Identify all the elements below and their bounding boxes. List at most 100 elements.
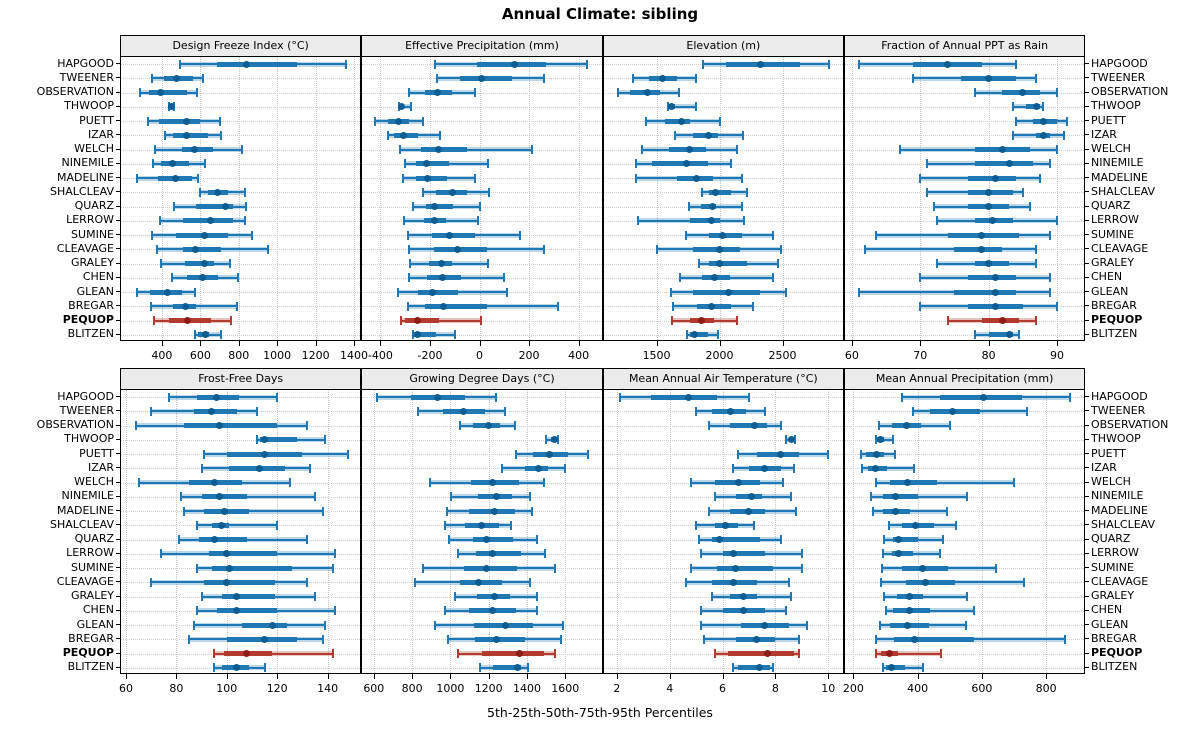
whisker-cap-left [678,273,681,283]
median-dot [157,89,165,97]
whisker-cap-left [870,492,872,502]
x-tick [853,674,855,679]
strip-label: Frost-Free Days [198,372,284,385]
median-dot [213,393,221,401]
row-tick-right [1085,624,1090,626]
row-tick-right [1085,652,1090,654]
whisker-cap-right [942,535,945,545]
v-gridline [853,390,855,673]
median-dot [489,550,497,558]
whisker-cap-right [229,259,232,269]
station-label-right-blitzen: BLITZEN [1091,660,1138,674]
whisker-cap-left [256,435,259,445]
median-dot [515,650,523,658]
whisker-cap-left [710,592,713,602]
median-dot [242,60,250,68]
whisker-cap-left [407,244,410,254]
whisker-cap-right [220,330,223,340]
station-label-left-observation: OBSERVATION [36,85,114,99]
median-dot [698,317,706,325]
whisker-cap-right [1049,230,1052,240]
median-dot [716,245,724,253]
percentile-caption: 5th-25th-50th-75th-95th Percentiles [487,705,713,720]
range-25-75-bar [432,232,475,238]
whisker-cap-left [434,620,437,630]
h-gridline [362,206,602,208]
station-label-right-cleavage: CLEAVAGE [1091,574,1149,588]
x-tick-label: 600 [363,682,385,695]
h-gridline [121,78,361,80]
whisker-cap-right [1066,116,1069,126]
station-label-right-graley: GRALEY [1091,589,1135,603]
whisker-cap-right [505,287,508,297]
whisker-cap-left [436,73,439,83]
station-label-left-welch: WELCH [74,475,114,489]
x-tick-label: 4 [666,682,674,695]
whisker-cap-right [528,577,531,587]
row-tick-right [1085,666,1090,668]
h-gridline [121,263,361,265]
x-tick [565,674,567,679]
whisker-cap-left [421,563,424,573]
whisker-cap-left [784,435,787,445]
row-tick-left [116,305,120,307]
station-label-left-ninemile: NINEMILE [61,489,114,503]
median-dot [510,60,518,68]
whisker-cap-right [202,73,205,83]
median-dot [978,231,986,239]
row-tick-left [116,333,120,335]
whisker-cap-right [792,463,795,473]
whisker-cap-right [1035,259,1038,269]
range-25-75-bar [201,494,247,500]
station-label-left-glean: GLEAN [76,284,114,298]
whisker-cap-left [700,549,703,559]
whisker-cap-left [973,88,976,98]
whisker-cap-right [236,273,239,283]
median-dot [460,407,468,415]
whisker-cap-left [1011,102,1014,112]
x-tick [917,674,919,679]
x-tick [722,674,724,679]
x-tick-label: 1000 [436,682,465,695]
range-25-75-bar [886,665,905,671]
station-label-left-chen: CHEN [82,603,114,617]
median-dot [207,217,215,225]
median-dot [223,578,231,586]
whisker-cap-right [743,216,746,226]
whisker-cap-left [857,59,860,69]
x-tick-label: 200 [842,682,864,695]
median-dot [546,450,554,458]
median-dot [872,464,880,472]
whisker-cap-right [913,463,916,473]
whisker-cap-right [1025,406,1028,416]
median-dot [872,450,880,458]
v-gridline [479,57,481,340]
x-tick [200,341,202,346]
whisker-cap-left [402,216,405,226]
whisker-cap-right [800,549,803,559]
range-25-75-bar [708,189,731,195]
median-dot [433,89,441,97]
whisker-cap-right [745,187,748,197]
whisker-cap-left [932,202,935,212]
median-dot [422,160,430,168]
range-25-75-bar [209,551,278,557]
h-gridline [844,121,1085,123]
median-dot [261,450,269,458]
row-tick-left [116,467,120,469]
h-gridline [362,468,602,470]
whisker-cap-left [713,649,716,659]
whisker-cap-left [457,549,460,559]
v-gridline [565,390,567,673]
x-tick [656,341,658,346]
range-25-75-bar [417,289,459,295]
x-tick-label: 800 [1035,682,1057,695]
h-gridline [362,135,602,137]
median-dot [979,393,987,401]
median-dot [502,621,510,629]
whisker-cap-left [703,634,706,644]
x-tick-label: 200 [518,349,540,362]
range-25-75-bar [652,161,708,167]
whisker-cap-left [515,449,518,459]
station-label-right-tweener: TWEENER [1091,403,1146,417]
